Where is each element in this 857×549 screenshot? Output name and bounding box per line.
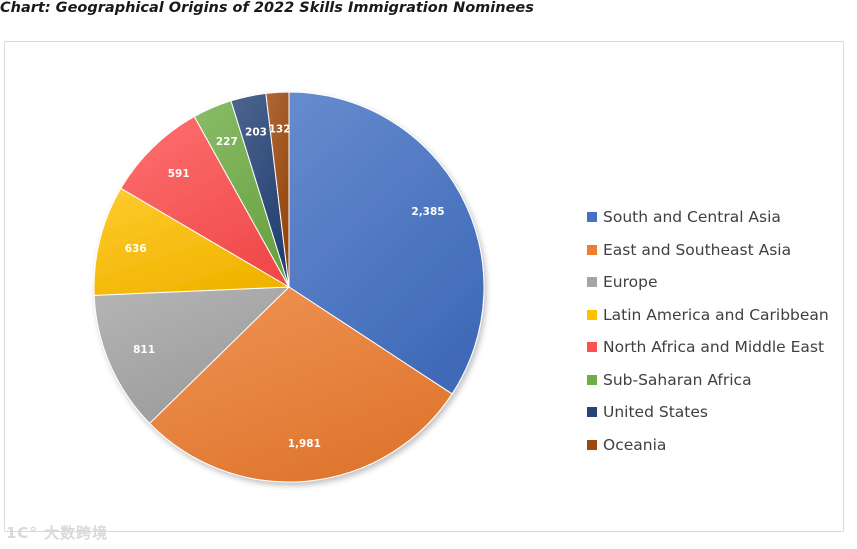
pie-slice-north-africa-and-middle-east [120,115,291,289]
pie-chart: 2,385 1,981 811 636 591 227 203 132 [93,91,485,483]
data-label-europe: 811 [133,344,155,356]
data-label-north-africa-and-middle-east: 591 [168,168,190,180]
legend-item-europe: Europe [587,266,829,299]
legend-swatch [587,342,597,353]
legend-label: Latin America and Caribbean [603,305,829,324]
legend-label: North Africa and Middle East [603,338,825,357]
chart-legend: South and Central Asia East and Southeast… [587,201,829,461]
legend-item-united-states: United States [587,396,829,429]
legend-swatch [587,309,597,320]
legend-swatch [587,244,597,255]
watermark: 1C° 大数跨境 [6,524,109,542]
legend-label: Europe [603,273,658,292]
data-label-latin-america-and-caribbean: 636 [125,243,147,255]
data-label-oceania: 132 [269,123,291,135]
legend-swatch [587,277,597,288]
data-label-united-states: 203 [245,127,267,139]
legend-label: South and Central Asia [603,208,781,227]
legend-item-oceania: Oceania [587,429,829,462]
data-label-south-and-central-asia: 2,385 [411,206,444,218]
chart-title: Chart: Geographical Origins of 2022 Skil… [0,0,534,16]
data-label-sub-saharan-africa: 227 [216,136,238,148]
legend-item-east-and-southeast-asia: East and Southeast Asia [587,234,829,267]
pie-slice-east-and-southeast-asia [148,286,453,483]
legend-item-latin-america-and-caribbean: Latin America and Caribbean [587,299,829,332]
pie-slice-latin-america-and-caribbean [93,187,291,296]
chart-area: 2,385 1,981 811 636 591 227 203 132 South and C… [4,41,844,532]
pie-slice-oceania [265,91,290,288]
pie-slice-europe [93,286,291,425]
legend-item-north-africa-and-middle-east: North Africa and Middle East [587,331,829,364]
legend-swatch [587,407,597,418]
legend-label: Sub-Saharan Africa [603,370,752,389]
legend-label: East and Southeast Asia [603,240,792,259]
legend-item-south-and-central-asia: South and Central Asia [587,201,829,234]
legend-item-sub-saharan-africa: Sub-Saharan Africa [587,364,829,397]
legend-label: Oceania [603,435,667,454]
pie-slices [93,91,485,483]
legend-label: United States [603,403,708,422]
legend-swatch [587,374,597,385]
legend-swatch [587,212,597,223]
data-label-east-and-southeast-asia: 1,981 [288,438,321,450]
legend-swatch [587,439,597,450]
